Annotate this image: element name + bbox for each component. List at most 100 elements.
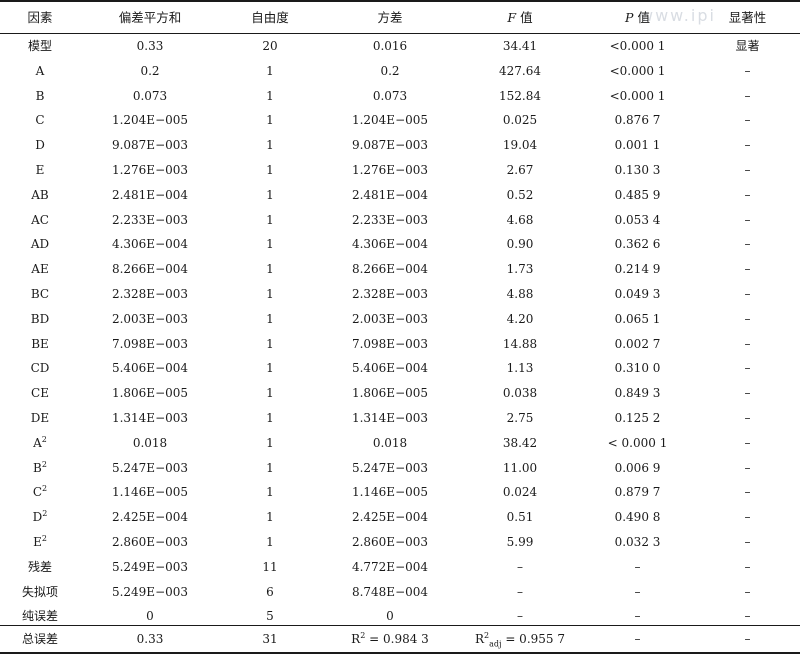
cell-p: 0.053 4 <box>614 212 661 227</box>
cell-significance: – <box>744 535 751 549</box>
cell-ss: 8.266E−004 <box>111 262 189 277</box>
cell-ms: 1.276E−003 <box>351 163 429 177</box>
table-row: AE 8.266E−004 1 8.266E−004 1.73 0.214 9 – <box>0 257 800 281</box>
cell-p: – <box>634 559 641 574</box>
cell-df: 11 <box>262 559 278 574</box>
cell-ms: 2.233E−003 <box>351 212 429 227</box>
cell-f: 19.04 <box>502 138 538 153</box>
cell-significance: – <box>744 113 751 128</box>
table-row: D2 2.425E−004 1 2.425E−004 0.51 0.490 8 – <box>0 505 800 529</box>
top-rule <box>0 0 800 2</box>
cell-df: 5 <box>266 609 274 624</box>
cell-df: 1 <box>266 535 274 549</box>
total-factor: 总误差 <box>21 632 58 646</box>
cell-factor: AE <box>0 257 80 281</box>
table-row: E2 2.860E−003 1 2.860E−003 5.99 0.032 3 – <box>0 530 800 554</box>
cell-f: 1.13 <box>506 361 534 376</box>
cell-significance: – <box>744 460 751 475</box>
cell-ms: 1.204E−005 <box>351 113 429 128</box>
cell-ms: 4.306E−004 <box>351 237 429 252</box>
cell-factor: AC <box>0 208 80 232</box>
cell-significance: – <box>744 237 751 252</box>
cell-p: 0.001 1 <box>614 138 661 153</box>
cell-df: 1 <box>266 361 274 376</box>
factor-superscript: 2 <box>41 534 47 543</box>
factor-label: BE <box>31 336 49 351</box>
r2adj-symbol: R <box>474 632 485 646</box>
cell-p: 0.849 3 <box>614 386 661 401</box>
cell-significance: – <box>744 411 751 425</box>
factor-label: B <box>35 88 45 103</box>
factor-label: E <box>33 535 42 549</box>
cell-p: 0.006 9 <box>614 460 661 475</box>
cell-p: 0.310 0 <box>614 361 661 376</box>
factor-label: DE <box>30 411 50 425</box>
factor-label: A <box>33 435 42 450</box>
factor-label: AC <box>31 212 49 227</box>
cell-f: 152.84 <box>499 88 541 103</box>
cell-significance: – <box>744 386 751 401</box>
cell-f: 2.67 <box>506 163 534 177</box>
cell-ss: 0.018 <box>132 435 168 450</box>
cell-df: 1 <box>266 138 274 153</box>
cell-df: 1 <box>266 485 274 500</box>
cell-factor: 残差 <box>0 555 80 579</box>
bottom-rule <box>0 652 800 654</box>
cell-ms: 2.328E−003 <box>351 287 429 301</box>
cell-f: 0.024 <box>502 485 538 500</box>
cell-ss: 2.425E−004 <box>111 510 189 525</box>
total-rule <box>0 625 800 626</box>
table-row: AD 4.306E−004 1 4.306E−004 0.90 0.362 6 – <box>0 232 800 256</box>
cell-ms: 4.772E−004 <box>351 559 429 574</box>
r2-value: = 0.984 3 <box>365 632 429 646</box>
table-row: CD 5.406E−004 1 5.406E−004 1.13 0.310 0 – <box>0 356 800 380</box>
cell-ms: 1.314E−003 <box>351 411 429 425</box>
cell-p: 0.065 1 <box>614 311 661 326</box>
cell-ss: 0.2 <box>140 63 160 78</box>
cell-ss: 9.087E−003 <box>111 138 189 153</box>
table-row: B2 5.247E−003 1 5.247E−003 11.00 0.006 9 – <box>0 456 800 480</box>
cell-ms: 1.146E−005 <box>351 485 429 500</box>
factor-label: A <box>35 63 45 78</box>
cell-ss: 1.314E−003 <box>111 411 189 425</box>
cell-significance: – <box>744 212 751 227</box>
cell-ms: 0.016 <box>372 39 408 53</box>
cell-ss: 1.276E−003 <box>111 163 189 177</box>
cell-f: 1.73 <box>506 262 534 277</box>
cell-factor: B <box>0 84 80 108</box>
cell-ss: 2.481E−004 <box>111 187 189 202</box>
cell-ms: 0 <box>386 609 394 624</box>
header-df: 自由度 <box>251 10 289 25</box>
factor-superscript: 2 <box>41 434 47 444</box>
header-ms: 方差 <box>377 10 403 25</box>
cell-significance: – <box>744 609 751 624</box>
table-row: BD 2.003E−003 1 2.003E−003 4.20 0.065 1 – <box>0 307 800 331</box>
header-f: F 值 <box>460 6 580 30</box>
cell-significance: – <box>744 584 751 599</box>
cell-factor: 模型 <box>0 34 80 58</box>
total-r2-adj: R2adj = 0.955 7 <box>460 627 580 651</box>
cell-significance: – <box>744 485 751 500</box>
cell-df: 1 <box>266 163 274 177</box>
factor-label: BC <box>30 287 50 301</box>
cell-ms: 5.247E−003 <box>351 460 429 475</box>
cell-significance: – <box>744 163 751 177</box>
cell-f: 0.52 <box>506 187 534 202</box>
cell-significance: – <box>744 336 751 351</box>
factor-label: B <box>33 460 42 475</box>
factor-label: CE <box>31 386 49 401</box>
cell-df: 1 <box>266 386 274 401</box>
cell-ms: 9.087E−003 <box>351 138 429 153</box>
cell-f: 427.64 <box>499 63 541 78</box>
factor-superscript: 2 <box>42 509 48 519</box>
cell-f: 34.41 <box>502 39 538 53</box>
factor-label: 残差 <box>27 559 52 574</box>
factor-label: C <box>32 485 43 500</box>
header-p-symbol: P <box>625 10 634 25</box>
cell-f: 4.20 <box>506 311 534 326</box>
cell-ss: 4.306E−004 <box>111 237 189 252</box>
table-row: BC 2.328E−003 1 2.328E−003 4.88 0.049 3 – <box>0 282 800 306</box>
cell-ms: 2.481E−004 <box>351 187 429 202</box>
cell-significance: – <box>744 262 751 277</box>
cell-ms: 2.425E−004 <box>351 510 429 525</box>
